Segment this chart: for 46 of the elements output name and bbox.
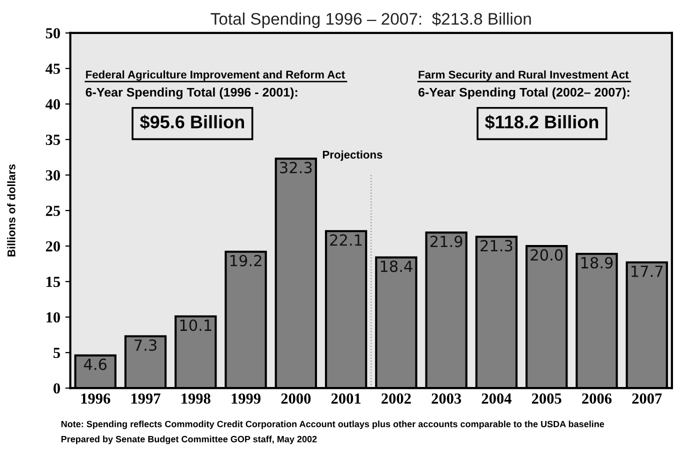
annotation: 6-Year Spending Total (2002– 2007): [418,87,630,100]
x-tick-label: 2007 [632,393,662,404]
data-label: 21.9 [430,236,462,248]
data-label: 19.2 [230,254,262,266]
y-tick-label: 40 [46,99,60,110]
data-label: 10.1 [180,319,212,332]
x-tick-label: 1999 [232,393,261,404]
y-tick-label: 10 [46,312,60,323]
x-tick-label: 1997 [131,393,160,404]
y-tick-label: 30 [46,170,60,180]
annotation: $95.6 Billion [140,114,244,130]
x-tick-label: 2001 [331,393,361,404]
x-tick-label: 1998 [182,393,210,404]
y-tick-label: 45 [46,64,60,74]
x-tick-label: 2002 [382,393,411,404]
annotation: Federal Agriculture Improvement and Reform Act [86,70,345,81]
x-tick-label: 1996 [81,393,110,404]
data-label: 4.6 [84,358,107,370]
data-label: 18.9 [581,256,613,269]
x-tick-label: 2000 [281,393,311,404]
y-tick-label: 25 [46,206,60,216]
y-tick-label: 15 [46,276,60,288]
data-label: 21.3 [480,240,512,252]
y-tick-label: 20 [46,241,60,252]
data-label: 18.4 [380,260,412,272]
y-tick-label: 35 [46,134,60,145]
y-tick-label: 0 [54,383,60,394]
annotation: $118.2 Billion [485,114,598,130]
annotation: Farm Security and Rural Investment Act [418,70,629,81]
y-axis-title: Billions of dollars [7,164,16,256]
x-tick-label: 2004 [482,393,512,404]
x-tick-label: 2003 [432,393,462,404]
data-label: 22.1 [330,234,362,246]
data-label: 17.7 [632,266,663,277]
x-tick-label: 2006 [582,393,612,404]
y-tick-label: 5 [54,348,60,358]
data-label: 20.0 [530,249,563,261]
y-tick-label: 50 [46,28,60,38]
text: Note: Spending reflects Commodity Credit Corporation Account outlays plus other accounts comparable to the USDA baseline [61,420,604,430]
data-label: 32.3 [280,162,312,174]
x-tick-label: 2005 [532,393,562,404]
chart-title: Total Spending 1996 – 2007: $213.8 Billion [210,12,531,28]
annotation: 6-Year Spending Total (1996 - 2001): [86,87,298,100]
annotation: Projections [322,150,382,161]
data-label: 7.3 [134,339,156,351]
text: Prepared by Senate Budget Committee GOP staff, May 2002 [61,436,317,444]
